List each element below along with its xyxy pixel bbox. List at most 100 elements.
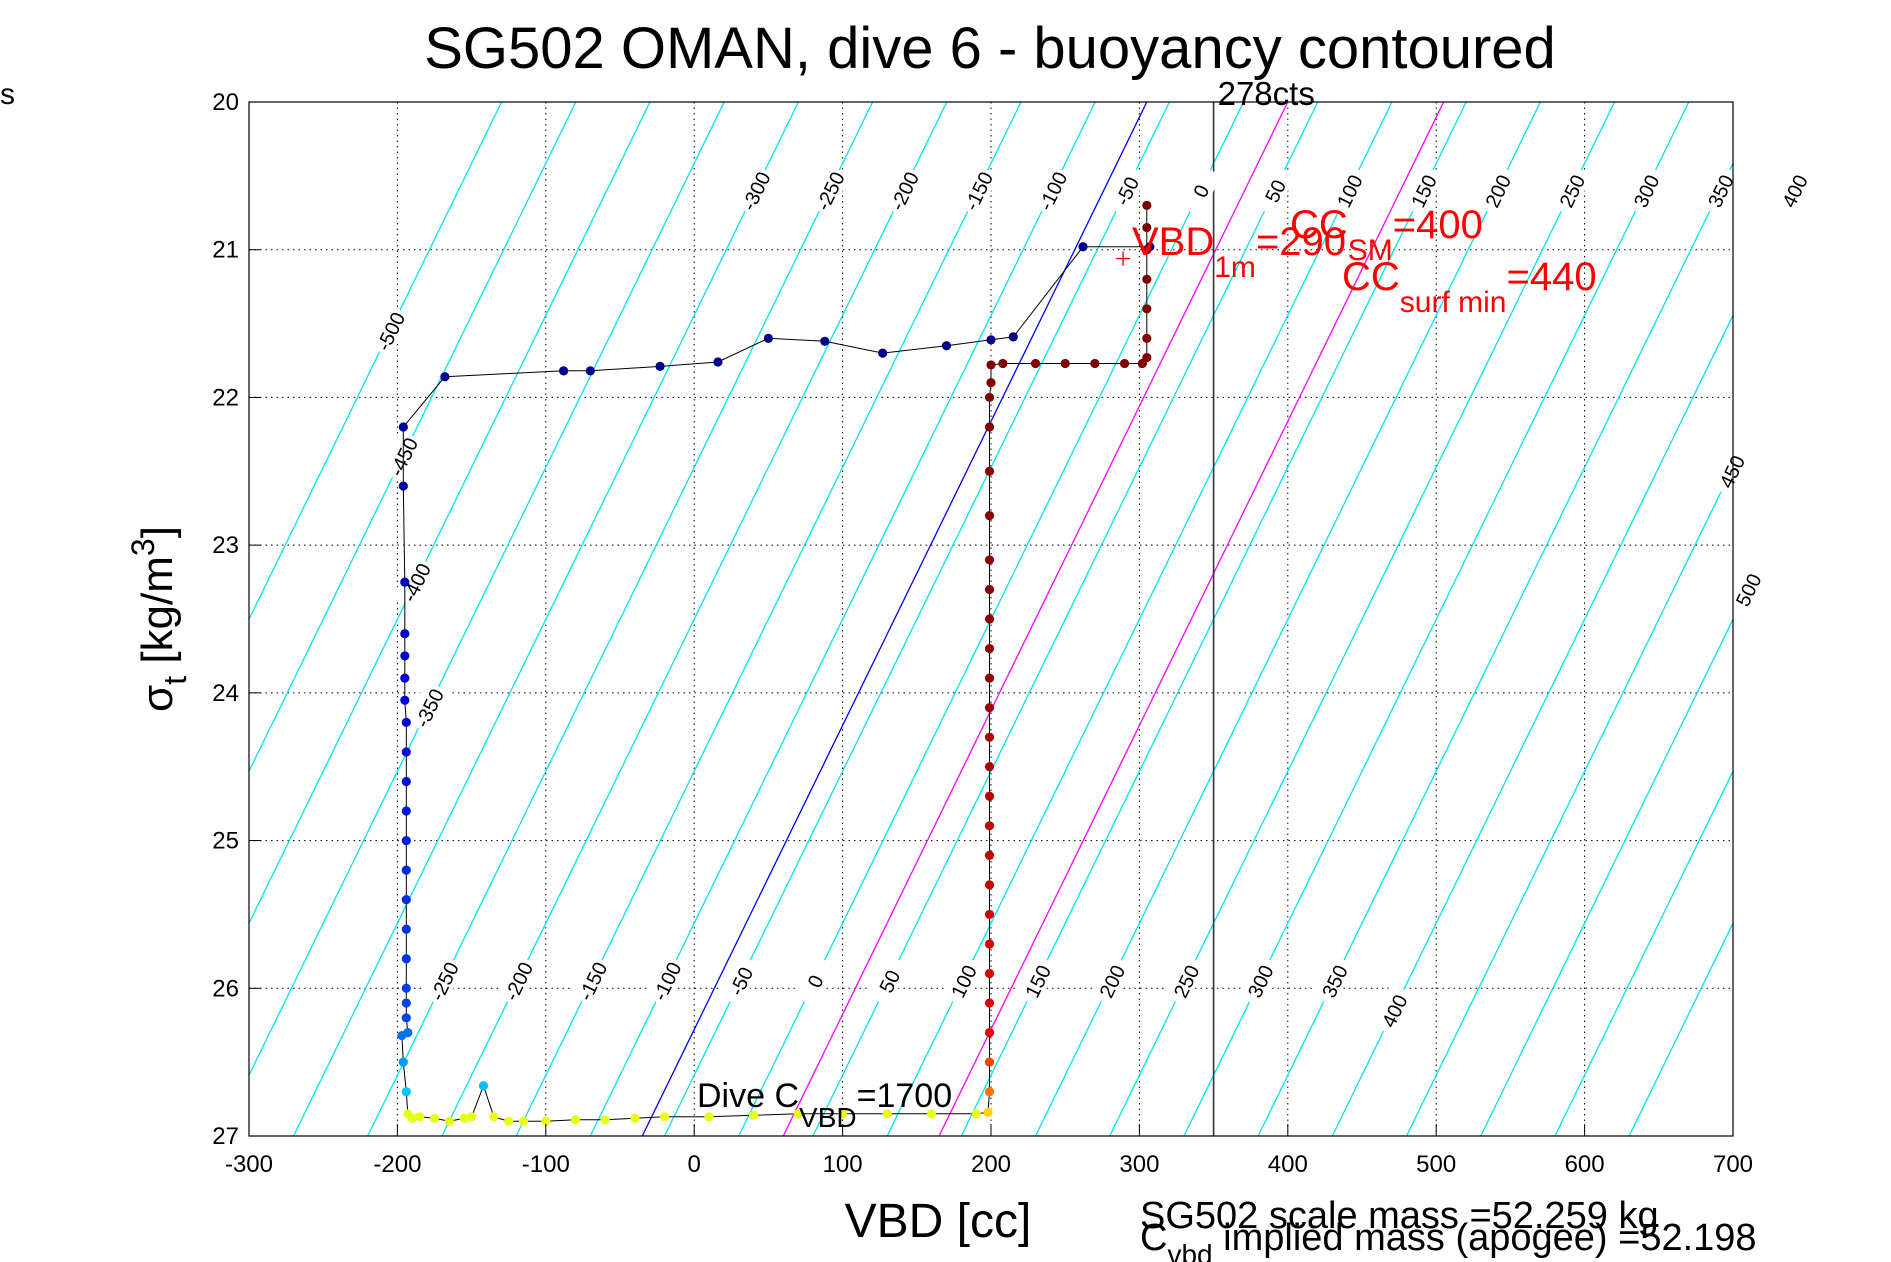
ascent-point <box>984 466 995 476</box>
contour-label: -250 <box>420 954 465 1007</box>
ascent-point <box>984 939 995 949</box>
corner-label: s <box>0 78 15 111</box>
x-tick-label: 500 <box>1416 1151 1456 1178</box>
contour-label: 400 <box>1370 983 1415 1037</box>
ascent-point <box>983 1107 993 1117</box>
magenta-reference-line <box>782 102 1289 1136</box>
descent-point <box>401 1013 411 1023</box>
descent-point <box>927 1109 937 1119</box>
descent-point <box>541 1116 551 1126</box>
svg-text:CCSM=400: CCSM=400 <box>1290 203 1483 267</box>
y-tick-label: 25 <box>212 828 239 855</box>
contour-label: 450 <box>1708 444 1752 498</box>
contour-label: -200 <box>880 163 925 217</box>
descent-point <box>941 341 952 351</box>
descent-point <box>570 1115 581 1125</box>
descent-point <box>400 695 410 705</box>
descent-point <box>467 1112 477 1122</box>
x-tick-label: 400 <box>1268 1151 1308 1178</box>
descent-point <box>401 865 411 875</box>
red-plus-marker <box>1116 251 1131 266</box>
x-tick-label: 0 <box>688 1151 701 1178</box>
y-tick-label: 22 <box>212 384 239 411</box>
descent-point <box>585 366 595 376</box>
contour-label: -50 <box>717 954 762 1007</box>
y-tick-label: 23 <box>212 532 239 559</box>
x-tick-label: 100 <box>823 1151 863 1178</box>
contour-label: -300 <box>732 163 776 217</box>
ascent-point <box>1142 333 1152 343</box>
contour-label: 150 <box>1014 954 1058 1007</box>
contour-label: -200 <box>494 954 539 1007</box>
x-axis-label: VBD [cc] <box>845 1195 1032 1248</box>
magenta-reference-line <box>938 102 1445 1136</box>
descent-point <box>600 1115 610 1125</box>
descent-point <box>713 357 723 367</box>
descent-point <box>882 1109 892 1119</box>
descent-point <box>704 1112 714 1122</box>
y-tick-label: 20 <box>212 89 239 116</box>
buoyancy-contour-line <box>1628 921 1733 1136</box>
ascent-point <box>984 703 995 713</box>
descent-point <box>763 333 774 343</box>
dive-cvbd-annotation: Dive CVBD=1700 <box>697 1077 952 1133</box>
cc-surf-min-annotation: CCsurf min=440 <box>1342 255 1597 319</box>
descent-point <box>838 1109 848 1119</box>
buoyancy-contour-line <box>249 102 577 773</box>
implied-mass-text: Cvbd implied mass (apogee) =52.198 <box>1140 1217 1757 1262</box>
descent-track-line <box>401 246 1150 1122</box>
ascent-point <box>984 614 995 624</box>
descent-point <box>401 983 411 993</box>
ascent-point <box>984 968 995 979</box>
descent-point <box>986 335 996 345</box>
contour-label: -250 <box>806 163 851 217</box>
contour-label: 250 <box>1162 954 1207 1007</box>
vbd-counts-label: 278cts <box>1218 75 1315 112</box>
descent-point <box>459 1113 469 1123</box>
ascent-point <box>1142 274 1152 284</box>
descent-point <box>401 806 411 816</box>
descent-point <box>1078 242 1088 252</box>
x-tick-label: -300 <box>225 1151 273 1178</box>
ascent-point <box>984 643 995 654</box>
ascent-point <box>1142 352 1152 363</box>
contour-label: 350 <box>1697 163 1741 217</box>
scale-mass-text: SG502 scale mass =52.259 kg <box>1140 1195 1659 1237</box>
reference-lines <box>641 102 1445 1136</box>
ascent-point <box>984 584 995 595</box>
ascent-point <box>984 510 995 521</box>
buoyancy-contour-line <box>1405 465 1733 1136</box>
x-tick-label: 700 <box>1713 1151 1753 1178</box>
descent-point <box>820 336 830 346</box>
buoyancy-contour-line <box>1480 617 1733 1136</box>
descent-point <box>400 629 410 639</box>
contour-label: 500 <box>1724 562 1769 616</box>
descent-point <box>401 924 411 934</box>
buoyancy-contour-line <box>1331 313 1733 1136</box>
contour-label: 350 <box>1311 954 1355 1007</box>
buoyancy-contour-line <box>1554 769 1733 1136</box>
descent-point <box>401 835 411 846</box>
y-tick-label: 21 <box>212 237 239 264</box>
descent-point <box>400 577 410 587</box>
ascent-point <box>984 762 995 772</box>
y-tick-label: 24 <box>212 680 239 707</box>
descent-point <box>401 776 411 787</box>
ascent-point <box>984 998 995 1008</box>
contour-label: 50 <box>1251 163 1296 217</box>
ascent-point <box>986 360 996 370</box>
contour-labels: -500-450-400-350-300 -250 -200 -150 -100 -50 0… <box>367 163 1815 1037</box>
ascent-point <box>1030 358 1041 369</box>
descent-point <box>489 1112 499 1122</box>
descent-point <box>398 1057 408 1067</box>
svg-text:Dive CVBD=1700: Dive CVBD=1700 <box>697 1077 952 1133</box>
contour-label: -150 <box>955 163 999 217</box>
descent-point <box>397 1030 407 1041</box>
contour-label: 300 <box>1236 954 1281 1007</box>
y-tick-label: 27 <box>212 1123 239 1150</box>
contour-label: -400 <box>392 555 437 609</box>
descent-point <box>793 1109 803 1119</box>
descent-point <box>407 1113 417 1123</box>
ascent-point <box>984 555 995 565</box>
